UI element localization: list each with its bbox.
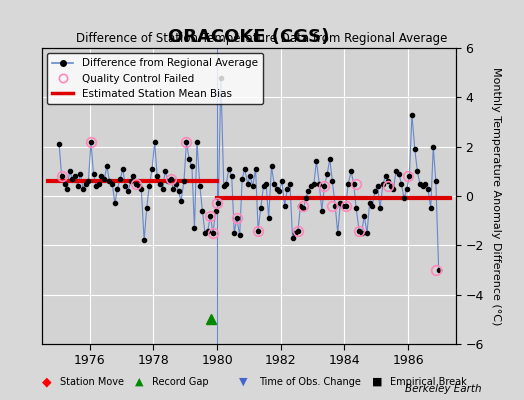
Text: Empirical Break: Empirical Break [390, 377, 467, 387]
Title: ORACOKE (CGS): ORACOKE (CGS) [168, 28, 330, 46]
Text: ▼: ▼ [239, 377, 248, 387]
Y-axis label: Monthly Temperature Anomaly Difference (°C): Monthly Temperature Anomaly Difference (… [490, 67, 500, 325]
Text: ■: ■ [372, 377, 383, 387]
Text: ◆: ◆ [42, 376, 52, 388]
Text: Difference of Station Temperature Data from Regional Average: Difference of Station Temperature Data f… [77, 32, 447, 45]
Text: ▲: ▲ [135, 377, 143, 387]
Text: Time of Obs. Change: Time of Obs. Change [259, 377, 361, 387]
Text: Record Gap: Record Gap [152, 377, 209, 387]
Legend: Difference from Regional Average, Quality Control Failed, Estimated Station Mean: Difference from Regional Average, Qualit… [47, 53, 263, 104]
Text: Berkeley Earth: Berkeley Earth [406, 384, 482, 394]
Text: Station Move: Station Move [60, 377, 124, 387]
